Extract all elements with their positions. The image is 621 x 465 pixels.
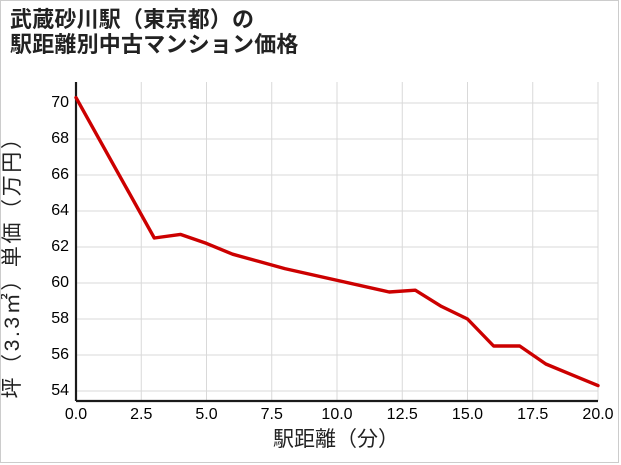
svg-text:10.0: 10.0 — [321, 406, 352, 423]
svg-text:駅距離（分）: 駅距離（分） — [273, 428, 399, 451]
svg-text:66: 66 — [51, 166, 69, 183]
svg-text:64: 64 — [51, 202, 69, 219]
svg-text:58: 58 — [51, 310, 69, 327]
svg-text:54: 54 — [51, 382, 69, 399]
svg-text:68: 68 — [51, 130, 69, 147]
svg-text:12.5: 12.5 — [387, 406, 418, 423]
svg-text:15.0: 15.0 — [452, 406, 483, 423]
svg-text:70: 70 — [51, 94, 69, 111]
svg-text:17.5: 17.5 — [517, 406, 548, 423]
svg-text:56: 56 — [51, 346, 69, 363]
svg-text:坪（3.3㎡）単価（万円）: 坪（3.3㎡）単価（万円） — [1, 126, 24, 399]
svg-text:0.0: 0.0 — [65, 406, 87, 423]
svg-text:7.5: 7.5 — [261, 406, 283, 423]
svg-text:2.5: 2.5 — [130, 406, 152, 423]
svg-text:20.0: 20.0 — [582, 406, 613, 423]
svg-text:5.0: 5.0 — [195, 406, 217, 423]
svg-text:62: 62 — [51, 238, 69, 255]
svg-text:60: 60 — [51, 274, 69, 291]
